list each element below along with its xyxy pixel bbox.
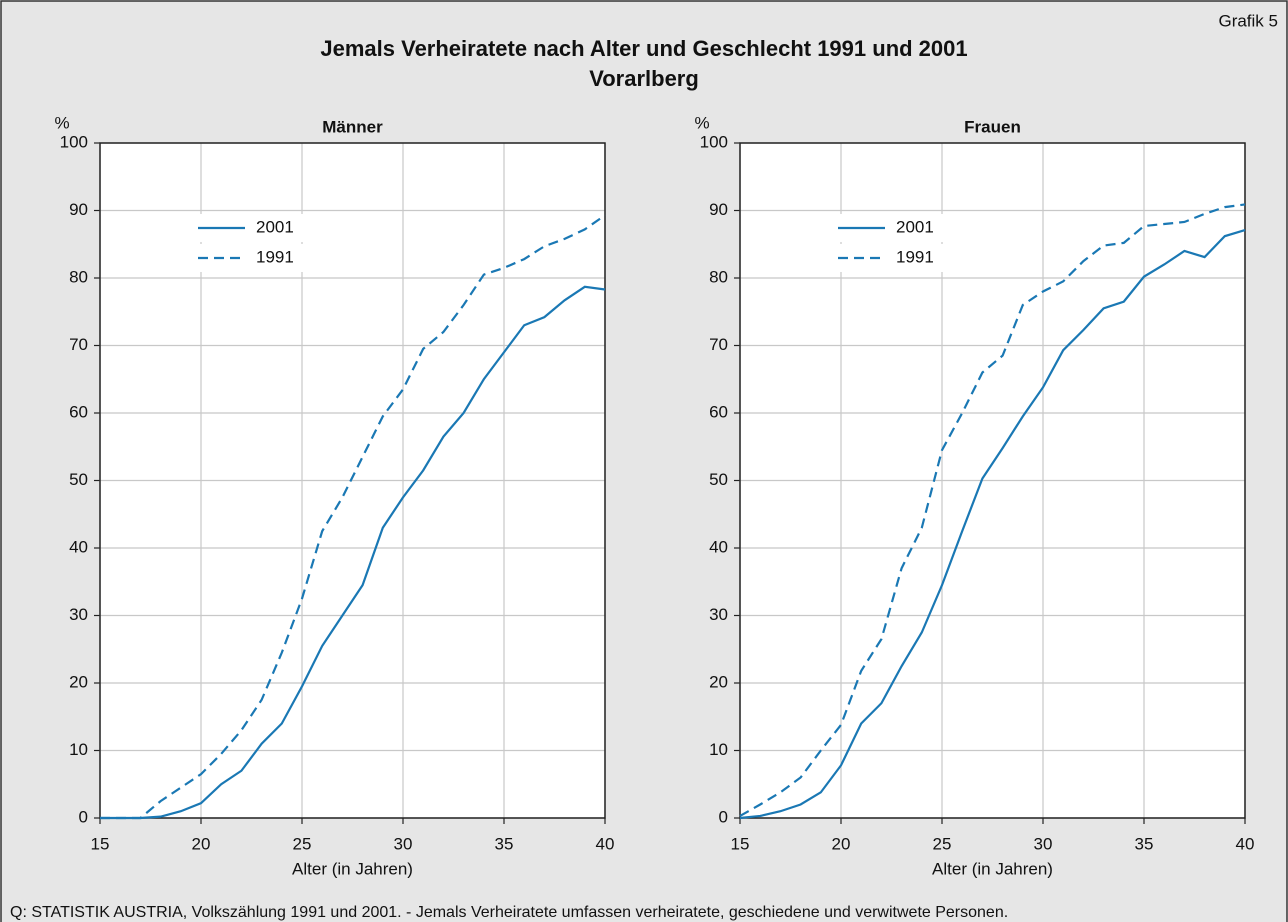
data-line — [100, 214, 606, 820]
panel-title: Frauen — [964, 117, 1021, 136]
y-tick-label: 60 — [69, 402, 88, 421]
y-tick-label: 50 — [709, 470, 728, 489]
x-axis-label: Alter (in Jahren) — [292, 859, 413, 878]
x-tick-label: 20 — [192, 834, 211, 853]
legend-label: 1991 — [256, 247, 294, 266]
x-tick-label: 20 — [832, 834, 851, 853]
y-tick-label: 40 — [709, 537, 728, 556]
y-tick-label: 50 — [69, 470, 88, 489]
y-tick-label: 10 — [709, 740, 728, 759]
chart-subtitle: Vorarlberg — [589, 66, 699, 91]
data-line — [739, 203, 1246, 817]
y-unit: % — [694, 113, 709, 132]
x-tick-label: 15 — [731, 834, 750, 853]
x-tick-label: 25 — [933, 834, 952, 853]
chart-title: Jemals Verheiratete nach Alter und Gesch… — [320, 36, 967, 61]
x-axis-label: Alter (in Jahren) — [932, 859, 1053, 878]
y-tick-label: 20 — [709, 672, 728, 691]
y-tick-label: 30 — [69, 605, 88, 624]
y-tick-label: 10 — [69, 740, 88, 759]
y-tick-label: 70 — [709, 335, 728, 354]
legend-label: 2001 — [256, 217, 294, 236]
y-tick-label: 80 — [69, 267, 88, 286]
plot-frame — [99, 142, 606, 819]
legend-label: 2001 — [896, 217, 934, 236]
x-tick-label: 40 — [596, 834, 615, 853]
x-tick-label: 25 — [293, 834, 312, 853]
x-tick-label: 30 — [394, 834, 413, 853]
panel-title: Männer — [322, 117, 383, 136]
y-tick-label: 90 — [709, 200, 728, 219]
data-line — [100, 285, 606, 820]
x-tick-label: 35 — [495, 834, 514, 853]
legend-background — [832, 244, 952, 272]
x-tick-label: 30 — [1034, 834, 1053, 853]
y-tick-label: 100 — [60, 132, 88, 151]
figure-label: Grafik 5 — [1218, 11, 1278, 30]
y-tick-label: 40 — [69, 537, 88, 556]
y-tick-label: 70 — [69, 335, 88, 354]
y-tick-label: 90 — [69, 200, 88, 219]
y-tick-label: 0 — [79, 807, 88, 826]
x-tick-label: 35 — [1135, 834, 1154, 853]
y-tick-label: 100 — [700, 132, 728, 151]
y-tick-label: 80 — [709, 267, 728, 286]
data-line — [739, 229, 1246, 820]
y-tick-label: 0 — [719, 807, 728, 826]
y-tick-label: 60 — [709, 402, 728, 421]
legend-background — [192, 244, 312, 272]
legend-label: 1991 — [896, 247, 934, 266]
plot-frame — [739, 142, 1246, 819]
source-note: Q: STATISTIK AUSTRIA, Volkszählung 1991 … — [10, 904, 1008, 921]
y-unit: % — [54, 113, 69, 132]
y-tick-label: 20 — [69, 672, 88, 691]
x-tick-label: 15 — [91, 834, 110, 853]
x-tick-label: 40 — [1236, 834, 1255, 853]
y-tick-label: 30 — [709, 605, 728, 624]
